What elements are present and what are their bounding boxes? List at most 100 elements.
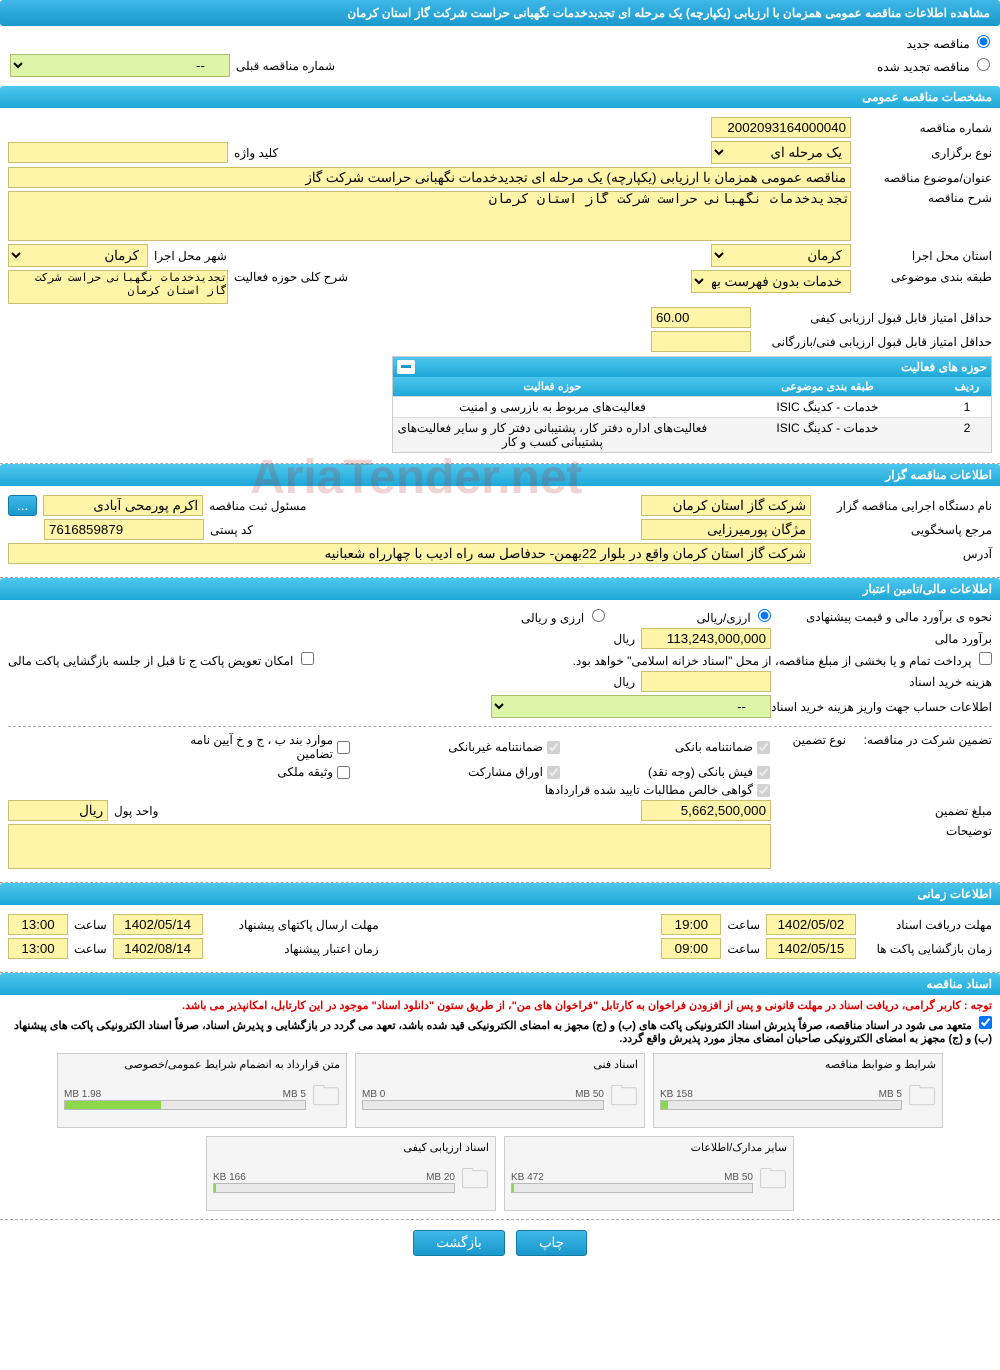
- section-timing: مهلت دریافت اسناد ساعت مهلت ارسال پاکتها…: [0, 905, 1000, 973]
- folder-icon: 🗀: [908, 1075, 936, 1123]
- print-button[interactable]: چاپ: [516, 1230, 587, 1256]
- file-used: 158 KB: [660, 1089, 693, 1100]
- footer-buttons: چاپ بازگشت: [0, 1220, 1000, 1266]
- chk-bank-guarantee[interactable]: ضمانتنامه بانکی: [590, 733, 770, 761]
- chk-property[interactable]: وثیقه ملکی: [170, 765, 350, 779]
- open-label: زمان بازگشایی پاکت ها: [862, 942, 992, 956]
- file-max: 50 MB: [724, 1172, 753, 1183]
- subject-label: عنوان/موضوع مناقصه: [857, 171, 992, 185]
- folder-icon: 🗀: [312, 1075, 340, 1123]
- valid-date[interactable]: [113, 938, 203, 959]
- open-time[interactable]: [661, 938, 721, 959]
- cat-select[interactable]: خدمات بدون فهرست بها: [691, 270, 851, 293]
- guar-type-label: نوع تضمین: [776, 733, 846, 747]
- chk-bank-receipt[interactable]: فیش بانکی (وجه نقد): [590, 765, 770, 779]
- open-date[interactable]: [766, 938, 856, 959]
- more-button[interactable]: ...: [8, 495, 37, 516]
- minq-input[interactable]: [651, 307, 751, 328]
- guar-title: تضمین شرکت در مناقصه:: [852, 733, 992, 747]
- col-cat-header: طبقه بندی موضوعی: [708, 380, 947, 393]
- file-max: 20 MB: [426, 1172, 455, 1183]
- section-tenderer: نام دستگاه اجرایی مناقصه گزار مسئول ثبت …: [0, 486, 1000, 578]
- doc-recv-time[interactable]: [661, 914, 721, 935]
- file-max: 5 MB: [283, 1089, 306, 1100]
- section-general: شماره مناقصه نوع برگزاری یک مرحله ای کلی…: [0, 108, 1000, 464]
- swap-check[interactable]: امکان تعویض پاکت ج تا قبل از جلسه بازگشا…: [8, 652, 314, 668]
- bid-send-date[interactable]: [113, 914, 203, 935]
- chk-bonds[interactable]: اوراق مشارکت: [380, 765, 560, 779]
- acct-label: اطلاعات حساب جهت واریز هزینه خرید اسناد: [777, 700, 992, 714]
- file-used: 472 KB: [511, 1172, 544, 1183]
- chk-nonbank-guarantee[interactable]: ضمانتنامه غیربانکی: [380, 733, 560, 761]
- section-header-financial: اطلاعات مالی/تامین اعتبار: [0, 578, 1000, 600]
- radio-fx[interactable]: ارزی/ریالی: [697, 609, 771, 625]
- mint-input[interactable]: [651, 331, 751, 352]
- bid-send-label: مهلت ارسال پاکتهای پیشنهاد: [209, 918, 379, 932]
- bid-send-time[interactable]: [8, 914, 68, 935]
- guar-amt-input[interactable]: [641, 800, 771, 821]
- exec-input: [641, 495, 811, 516]
- section-header-tenderer: اطلاعات مناقصه گزار: [0, 464, 1000, 486]
- guar-unit-input: [8, 800, 108, 821]
- file-box[interactable]: شرایط و ضوابط مناقصه 🗀 5 MB 158 KB: [653, 1053, 943, 1128]
- prev-number-select[interactable]: --: [10, 54, 230, 77]
- doc-cost-input[interactable]: [641, 671, 771, 692]
- desc-textarea[interactable]: تجدیدخدمات نگهبانی حراست شرکت گاز استان …: [8, 191, 851, 241]
- file-used: 166 KB: [213, 1172, 246, 1183]
- type-label: نوع برگزاری: [857, 146, 992, 160]
- prev-number-label: شماره مناقصه قبلی: [236, 59, 335, 73]
- file-box[interactable]: اسناد فنی 🗀 50 MB0 MB: [355, 1053, 645, 1128]
- mint-label: حداقل امتیاز قابل قبول ارزیابی فنی/بازرگ…: [757, 335, 992, 349]
- back-button[interactable]: بازگشت: [413, 1230, 505, 1256]
- guar-amt-label: مبلغ تضمین: [777, 804, 992, 818]
- chk-contract-receivables[interactable]: گواهی خالص مطالبات تایید شده قراردادها: [470, 783, 770, 797]
- notes-textarea[interactable]: [8, 824, 771, 869]
- file-used: 1.98 MB: [64, 1089, 101, 1100]
- table-row: 1خدمات - کدینگ ISICفعالیت‌های مربوط به ب…: [393, 396, 991, 417]
- cell-cat: خدمات - کدینگ ISIC: [708, 421, 947, 449]
- file-name: سایر مدارک/اطلاعات: [511, 1141, 787, 1154]
- docs-note-2: متعهد می شود در اسناد مناقصه، صرفاً پذیر…: [8, 1016, 992, 1045]
- file-box[interactable]: سایر مدارک/اطلاعات 🗀 50 MB472 KB: [504, 1136, 794, 1211]
- pay-note-check[interactable]: پرداخت تمام و یا بخشی از مبلغ مناقصه، از…: [573, 652, 992, 668]
- radio-new-label: مناقصه جدید: [907, 37, 970, 51]
- doc-cost-label: هزینه خرید اسناد: [777, 675, 992, 689]
- progress-bar: [213, 1183, 455, 1193]
- minimize-icon[interactable]: ▬: [397, 360, 415, 374]
- city-select[interactable]: کرمان: [8, 244, 148, 267]
- docs-commit-check[interactable]: [979, 1016, 992, 1029]
- cell-act: فعالیت‌های اداره دفتر کار، پشتیبانی دفتر…: [397, 421, 708, 449]
- time-label-4: ساعت: [74, 942, 107, 956]
- keyword-input[interactable]: [8, 142, 228, 163]
- est-input[interactable]: [641, 628, 771, 649]
- valid-time[interactable]: [8, 938, 68, 959]
- progress-bar: [362, 1100, 604, 1110]
- time-label-2: ساعت: [74, 918, 107, 932]
- radio-renewed-tender[interactable]: مناقصه تجدید شده: [877, 58, 990, 74]
- postal-input: [44, 519, 204, 540]
- radio-new-tender[interactable]: مناقصه جدید: [907, 35, 990, 51]
- doc-recv-date[interactable]: [766, 914, 856, 935]
- province-select[interactable]: کرمان: [711, 244, 851, 267]
- radio-rial[interactable]: ارزی و ریالی: [521, 609, 605, 625]
- type-select[interactable]: یک مرحله ای: [711, 141, 851, 164]
- doc-recv-label: مهلت دریافت اسناد: [862, 918, 992, 932]
- section-docs: توجه : کاربر گرامی، دریافت اسناد در مهلت…: [0, 999, 1000, 1220]
- file-box[interactable]: اسناد ارزیابی کیفی 🗀 20 MB166 KB: [206, 1136, 496, 1211]
- file-max: 5 MB: [879, 1089, 902, 1100]
- chk-regulation-items[interactable]: موارد بند ب ، ج و خ آیین نامه تضامین: [170, 733, 350, 761]
- docs-note-1: توجه : کاربر گرامی، دریافت اسناد در مهلت…: [8, 999, 992, 1012]
- subject-input[interactable]: [8, 167, 851, 188]
- activity-table: حوزه های فعالیت ▬ ردیف طبقه بندی موضوعی …: [392, 356, 992, 453]
- acct-select[interactable]: --: [491, 695, 771, 718]
- postal-label: کد پستی: [210, 523, 253, 537]
- progress-bar: [511, 1183, 753, 1193]
- file-box[interactable]: متن قرارداد به انضمام شرایط عمومی/خصوصی …: [57, 1053, 347, 1128]
- tender-mode-radio-group: مناقصه جدید مناقصه تجدید شده شماره مناقص…: [0, 26, 1000, 86]
- cell-cat: خدمات - کدینگ ISIC: [708, 400, 947, 414]
- file-name: شرایط و ضوابط مناقصه: [660, 1058, 936, 1071]
- province-label: استان محل اجرا: [857, 249, 992, 263]
- scope-textarea[interactable]: تجدیدخدمات نگهبانی حراست شرکت گاز استان …: [8, 270, 228, 304]
- page-title: مشاهده اطلاعات مناقصه عمومی همزمان با ار…: [0, 0, 1000, 26]
- time-label-3: ساعت: [727, 942, 760, 956]
